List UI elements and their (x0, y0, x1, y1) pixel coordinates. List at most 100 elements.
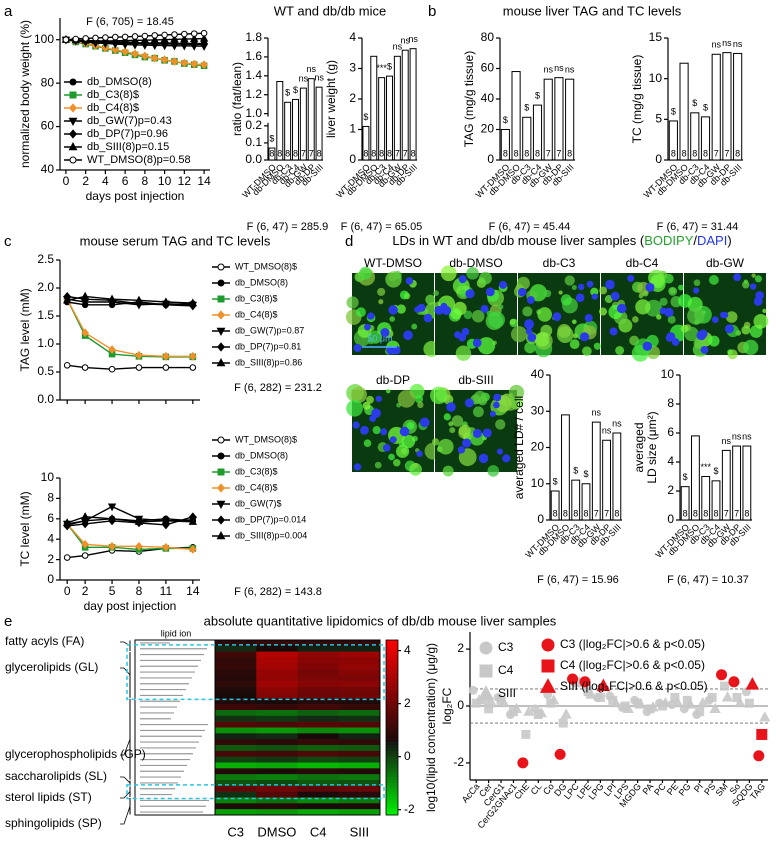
heatmap-cell (215, 715, 257, 722)
n-label: 8 (703, 508, 708, 518)
nucleus (382, 443, 391, 452)
lipid-droplet (556, 326, 574, 343)
n-label: 8 (692, 148, 697, 158)
lipid-droplet (386, 388, 391, 394)
lipid-droplet (598, 307, 608, 316)
heatmap-cell (338, 750, 381, 757)
data-point (102, 34, 109, 41)
nucleus (485, 287, 495, 297)
lipid-droplet (693, 337, 705, 349)
data-point (728, 676, 740, 688)
legend-label: db_C3(8)$ (87, 89, 139, 101)
nucleus (517, 287, 527, 297)
heatmap-cell (297, 780, 340, 787)
colorbar-tick-label: 4 (404, 643, 411, 657)
heatmap-cell (256, 715, 298, 722)
heatmap-cell (256, 640, 298, 647)
data-point (485, 696, 498, 708)
bar (276, 80, 284, 161)
legend-marker (217, 279, 225, 287)
heatmap-cell (215, 762, 257, 769)
y-axis-label: averaged (632, 422, 646, 472)
group-connector (120, 806, 131, 825)
data-point (188, 517, 198, 525)
heatmap-cell (215, 692, 257, 699)
data-point (716, 669, 728, 681)
lipid-droplet (430, 386, 448, 405)
legend-marker (217, 452, 225, 460)
heatmap-cell (297, 645, 340, 652)
significance-label: $ (524, 103, 529, 113)
lipid-droplet (346, 399, 363, 417)
data-point (189, 351, 197, 361)
data-point (659, 696, 672, 708)
y-axis-label: TC level (mM) (18, 491, 32, 566)
nucleus (527, 296, 535, 304)
heatmap-cell (338, 669, 381, 676)
y-tick-label: 1.8 (245, 30, 262, 44)
x-tick-label: 5 (109, 584, 116, 598)
colorbar-step (386, 660, 398, 664)
colorbar-step (386, 645, 398, 650)
colorbar-step (386, 698, 398, 702)
data-point (170, 57, 179, 66)
heatmap-cell (215, 710, 257, 717)
n-label: 8 (277, 148, 282, 158)
nucleus (586, 280, 594, 288)
bar (612, 432, 622, 521)
heatmap-cell (297, 686, 340, 693)
heatmap-cell (338, 733, 381, 740)
data-point (670, 692, 680, 702)
legend-marker (216, 531, 226, 540)
lipid-droplet (488, 311, 505, 329)
bar (581, 483, 591, 521)
panel-letter: a (4, 3, 13, 20)
lipid-droplet (543, 289, 552, 298)
colorbar-step (386, 736, 398, 740)
y-tick-label: 40 (481, 91, 495, 105)
heatmap-cell (215, 785, 257, 792)
significance-label: $ (387, 62, 392, 72)
scale-bar-label: 50 μm (367, 333, 392, 343)
legend-label: db_DMSO(8) (235, 277, 288, 287)
legend-label: C3 (|log₂FC|>0.6 & p<0.05) (560, 637, 705, 651)
heatmap-cell (256, 791, 298, 798)
data-point (180, 39, 189, 49)
colorbar-step (386, 768, 398, 772)
data-point (554, 748, 566, 760)
bar (307, 78, 315, 161)
nucleus (502, 454, 511, 463)
colorbar-step (386, 721, 398, 725)
panel-title: LDs in WT and db/db mouse liver samples … (392, 233, 731, 248)
legend-marker (217, 295, 225, 303)
lipid-droplet (440, 265, 457, 282)
bar (386, 75, 393, 161)
n-label: 8 (583, 508, 588, 518)
bar (602, 439, 611, 521)
lipid-droplet (431, 438, 440, 446)
legend-marker (68, 117, 78, 126)
nucleus (584, 313, 593, 323)
y-tick-label: 40 (531, 367, 545, 381)
data-point (160, 39, 169, 49)
heatmap-cell (338, 780, 381, 787)
legend-label: db_C4(8)$ (235, 309, 278, 319)
heatmap-cell (338, 675, 381, 682)
heatmap-cell (338, 651, 381, 658)
row-header: lipid ion (161, 628, 192, 638)
data-point (200, 40, 208, 49)
y-tick-label: 4 (667, 454, 674, 468)
colorbar-step (386, 710, 398, 714)
data-point (744, 698, 754, 708)
lipid-droplet (708, 275, 719, 285)
significance-label: $ (703, 102, 708, 112)
data-point (199, 33, 209, 42)
x-tick-label: 4 (102, 174, 109, 188)
nucleus (388, 305, 398, 315)
highlight-box (126, 784, 385, 800)
heatmap-cell (215, 803, 257, 810)
data-point (732, 692, 742, 702)
column-label: DMSO (257, 824, 296, 839)
colorbar-step (386, 785, 398, 790)
lipid-droplet (455, 345, 472, 361)
